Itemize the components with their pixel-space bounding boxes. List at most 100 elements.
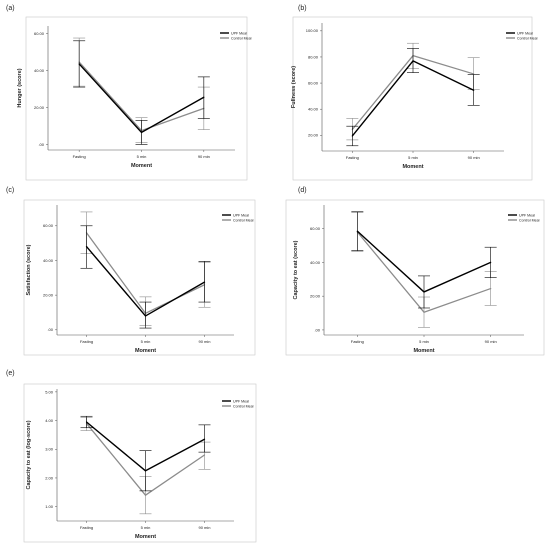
legend-label: UPF Meal bbox=[519, 213, 535, 217]
data-point bbox=[144, 494, 147, 496]
legend-label: Control Meal bbox=[233, 218, 254, 222]
x-tick-label: 90 min bbox=[198, 525, 210, 530]
series-upf-meal bbox=[351, 211, 497, 309]
x-tick-label: 90 min bbox=[485, 339, 497, 344]
y-tick-label: 60.00 bbox=[308, 80, 319, 85]
y-tick-label: 100.00 bbox=[306, 28, 319, 33]
data-point bbox=[140, 131, 143, 134]
panel-frame bbox=[23, 199, 256, 356]
y-tick-label: 40.00 bbox=[308, 107, 319, 112]
legend-label: Control Meal bbox=[231, 36, 252, 40]
y-tick-label: 4.00 bbox=[45, 418, 54, 423]
data-point bbox=[473, 89, 475, 91]
x-axis-title: Moment bbox=[131, 163, 152, 169]
x-tick-label: Fasting bbox=[73, 154, 86, 159]
panel-e: (e) 1.00 2.00 3.00 4.00 5.00 Fasting 5 min 90 mi… bbox=[6, 370, 257, 543]
y-tick-label: 2.00 bbox=[45, 475, 54, 480]
data-point bbox=[85, 421, 88, 423]
x-tick-label: 90 min bbox=[198, 339, 210, 344]
series-upf-meal bbox=[80, 225, 211, 329]
legend-label: Control Meal bbox=[519, 218, 540, 222]
y-tick-label: 60.00 bbox=[310, 226, 321, 231]
panel-letter: (c) bbox=[6, 187, 14, 194]
panel-letter: (d) bbox=[298, 187, 307, 194]
y-tick-label: 5.00 bbox=[45, 389, 54, 394]
x-tick-label: 5 min bbox=[141, 525, 151, 530]
data-point bbox=[356, 230, 358, 232]
series-upf-meal bbox=[73, 40, 210, 145]
data-point bbox=[144, 470, 147, 472]
data-point bbox=[203, 454, 206, 456]
y-tick-label: 20.00 bbox=[34, 105, 45, 110]
panel-b: (b) 20.00 40.00 60.00 80.00 100.00 Fasting 5 mi… bbox=[291, 5, 538, 181]
y-tick-label: 20.00 bbox=[308, 133, 319, 138]
y-tick-label: 80.00 bbox=[308, 54, 319, 59]
x-axis-title: Moment bbox=[135, 534, 156, 540]
data-point bbox=[203, 96, 205, 98]
y-tick-label: 20.00 bbox=[310, 294, 321, 299]
legend-label: UPF Meal bbox=[517, 31, 533, 35]
data-point bbox=[490, 261, 492, 264]
data-point bbox=[203, 281, 206, 283]
y-axis-title: Hunger (score) bbox=[17, 68, 23, 107]
y-axis-title: Capacity to eat (log-score) bbox=[26, 420, 32, 489]
x-tick-label: 5 min bbox=[141, 339, 151, 344]
y-tick-label: 20.00 bbox=[43, 293, 54, 298]
x-tick-label: Fasting bbox=[80, 525, 93, 530]
x-tick-label: Fasting bbox=[351, 339, 364, 344]
panel-frame bbox=[23, 383, 257, 543]
series-upf-meal bbox=[80, 415, 211, 492]
panel-frame bbox=[25, 16, 248, 181]
y-axis-title: Fullness (score) bbox=[291, 66, 297, 108]
x-tick-label: 5 min bbox=[419, 339, 429, 344]
legend-label: UPF Meal bbox=[231, 31, 247, 35]
y-tick-label: 3.00 bbox=[45, 447, 54, 452]
y-tick-label: 60.00 bbox=[43, 223, 54, 228]
panel-d: (d) .00 20.00 40.00 60.00 Fasting 5 min 90 min M… bbox=[285, 187, 545, 356]
panel-frame bbox=[285, 199, 545, 356]
x-tick-label: 90 min bbox=[468, 155, 480, 160]
legend-label: UPF Meal bbox=[233, 399, 249, 403]
panel-letter: (a) bbox=[6, 5, 15, 12]
y-tick-label: 1.00 bbox=[45, 504, 54, 509]
x-tick-label: 90 min bbox=[198, 154, 210, 159]
data-point bbox=[351, 135, 353, 137]
panel-c: (c) .00 20.00 40.00 60.00 Fasting 5 min 90 min M… bbox=[6, 187, 256, 356]
x-tick-label: 5 min bbox=[408, 155, 418, 160]
y-tick-label: 40.00 bbox=[43, 258, 54, 263]
data-point bbox=[203, 438, 206, 440]
panel-frame bbox=[292, 16, 533, 181]
panel-letter: (e) bbox=[6, 370, 15, 377]
y-tick-label: .00 bbox=[38, 142, 44, 147]
y-tick-label: 40.00 bbox=[310, 260, 321, 265]
panel-a: (a) .00 20.00 40.00 60.00 Fasting 5 min 90 min M… bbox=[6, 5, 252, 181]
x-tick-label: Fasting bbox=[80, 339, 93, 344]
y-tick-label: 60.00 bbox=[34, 31, 45, 36]
x-axis-title: Moment bbox=[135, 348, 156, 354]
x-axis-title: Moment bbox=[413, 348, 434, 354]
data-point bbox=[412, 60, 414, 62]
y-axis-title: Capacity to eat (score) bbox=[293, 240, 299, 299]
data-point bbox=[423, 311, 425, 313]
series-upf-meal bbox=[346, 48, 480, 147]
panel-letter: (b) bbox=[298, 5, 307, 12]
x-tick-label: Fasting bbox=[346, 155, 359, 160]
data-point bbox=[490, 287, 492, 290]
x-axis-title: Moment bbox=[402, 164, 423, 170]
legend-label: UPF Meal bbox=[233, 213, 249, 217]
data-point bbox=[423, 291, 425, 293]
y-tick-label: 40.00 bbox=[34, 68, 45, 73]
legend-label: Control Meal bbox=[233, 404, 254, 408]
y-tick-label: .00 bbox=[47, 327, 53, 332]
y-tick-label: .00 bbox=[314, 327, 320, 332]
data-point bbox=[78, 63, 80, 65]
y-axis-title: Satisfaction (score) bbox=[26, 244, 32, 295]
data-point bbox=[473, 73, 475, 75]
legend-label: Control Meal bbox=[517, 36, 538, 40]
